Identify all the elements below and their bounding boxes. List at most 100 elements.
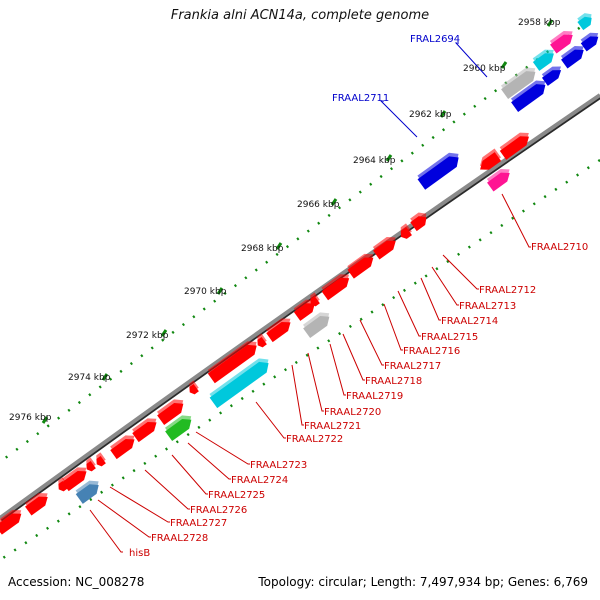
kbp-tick-mark: [101, 373, 109, 381]
cds-red-2720: [266, 318, 291, 343]
cds-red-1-body: [499, 136, 529, 160]
leader-line: [109, 486, 170, 523]
leader-line: [359, 319, 384, 366]
leader-layer: [89, 42, 531, 553]
cds-red-2712: [410, 212, 427, 232]
kbp-tick-label: 2966 kbp: [297, 200, 340, 210]
gene-label-inner: FRAAL2716: [403, 346, 460, 357]
cds-red-2728a: [58, 477, 68, 492]
cds-steel-hisB-body: [75, 484, 99, 504]
kbp-tick-mark: [216, 287, 224, 295]
cds-cyan-outer: [577, 13, 592, 31]
cds-red-2727b-body: [86, 461, 96, 472]
leader-line: [379, 100, 418, 138]
gene-label-inner: FRAAL2712: [479, 285, 536, 296]
cds-cyan-2722-body: [209, 361, 269, 409]
cds-red-2722: [207, 341, 257, 384]
cds-grey-2719: [303, 312, 330, 339]
cds-red-2716-body: [321, 277, 350, 301]
kbp-tick-label: 2958 kbp: [518, 18, 561, 28]
gene-label-inner: FRAAL2710: [531, 242, 588, 253]
leader-line: [383, 303, 403, 351]
gene-label-inner: FRAAL2726: [190, 505, 247, 516]
cds-red-2715-body: [347, 257, 374, 279]
cds-red-2728-body: [25, 496, 48, 516]
cds-cyan-outer-body: [577, 16, 592, 31]
cds-pink-FRAAL2710-body: [487, 172, 510, 192]
cds-red-2727a: [96, 452, 106, 467]
cds-grey-2719-body: [303, 316, 330, 339]
cds-red-2-body: [480, 152, 502, 170]
cds-red-2715: [347, 253, 374, 279]
cds-grey-outer: [500, 67, 536, 99]
leader-line: [195, 431, 250, 465]
gene-label-inner: FRAAL2718: [365, 376, 422, 387]
kbp-tick-mark: [160, 329, 168, 337]
cds-pink-outer-body: [550, 34, 573, 54]
cds-red-2723a: [189, 380, 199, 395]
cds-red-2713: [400, 223, 412, 239]
genome-summary: Topology: circular; Length: 7,497,934 bp…: [258, 575, 588, 589]
gene-label-inner: FRAAL2720: [324, 407, 381, 418]
leader-line: [431, 266, 459, 306]
cds-blue-outer-2: [560, 46, 584, 69]
leader-line: [397, 290, 421, 337]
cds-red-2723: [157, 399, 184, 426]
cds-blue-outer: [580, 32, 599, 52]
cds-red-2727b: [86, 457, 96, 472]
cds-red-2725: [132, 418, 157, 443]
cds-red-2727a-body: [96, 456, 106, 467]
cds-cyan-outer-2: [532, 49, 554, 71]
leader-line: [420, 277, 441, 321]
cds-red-2726: [110, 435, 135, 460]
gene-label-outer: FRAAL2711: [332, 93, 389, 104]
leader-line: [97, 499, 151, 538]
gene-label-inner: FRAAL2721: [304, 421, 361, 432]
gene-label-inner: FRAAL2717: [384, 361, 441, 372]
kbp-tick-label: 2964 kbp: [353, 156, 396, 166]
cds-grey-outer-body: [501, 71, 536, 99]
cds-blue-outer-4: [510, 80, 546, 112]
cds-red-2725-body: [132, 422, 157, 443]
kbp-tick-label: 2962 kbp: [409, 110, 452, 120]
cds-red-2723-body: [157, 403, 184, 426]
kbp-tick-label: 2976 kbp: [9, 413, 52, 423]
cds-red-2713-body: [400, 227, 412, 239]
gene-label-inner: FRAAL2724: [231, 475, 288, 486]
gene-label-inner: hisB: [129, 548, 150, 559]
leader-line: [307, 352, 324, 412]
kbp-tick-label: 2972 kbp: [126, 331, 169, 341]
kbp-tick-mark: [41, 416, 49, 424]
gene-label-inner: FRAAL2719: [346, 391, 403, 402]
leader-line: [454, 42, 488, 78]
tick-layer: 2958 kbp 2960 kbp 2962 kbp 2964 kbp 2966 kbp…: [0, 18, 600, 562]
leader-line: [89, 509, 123, 553]
cds-red-2727: [62, 467, 87, 492]
cds-pink-FRAAL2710: [486, 169, 510, 192]
cds-red-2720-body: [266, 322, 291, 343]
gene-label-inner: FRAAL2713: [459, 301, 516, 312]
kbp-tick-mark: [546, 19, 554, 27]
leader-line: [255, 401, 286, 439]
gene-label-inner: FRAAL2725: [208, 490, 265, 501]
cds-red-2718: [293, 299, 315, 321]
leader-line: [171, 454, 208, 495]
cds-blue-outer-3-body: [541, 70, 562, 86]
gene-label-inner: FRAAL2722: [286, 434, 343, 445]
cds-red-2723a-body: [189, 384, 199, 395]
gene-label-inner: FRAAL2728: [151, 533, 208, 544]
cds-red-2722-body: [207, 344, 257, 384]
kbp-tick-label: 2968 kbp: [241, 244, 284, 254]
kbp-tick-mark: [439, 110, 447, 118]
cds-blue-outer-body: [580, 36, 599, 52]
gene-label-inner: FRAAL2714: [441, 316, 498, 327]
leader-line: [144, 469, 190, 510]
cds-red-2712-body: [410, 216, 427, 232]
cds-blue-outer-4-body: [511, 84, 546, 112]
cds-red-2728a-body: [58, 481, 68, 492]
cds-green-2724-body: [165, 419, 192, 442]
label-layer: FRAL2694 FRAAL2711 FRAAL2710 FRAAL2712 FRAAL…: [129, 34, 588, 559]
cds-pink-outer: [549, 31, 573, 54]
cds-red-2721-body: [257, 337, 267, 348]
